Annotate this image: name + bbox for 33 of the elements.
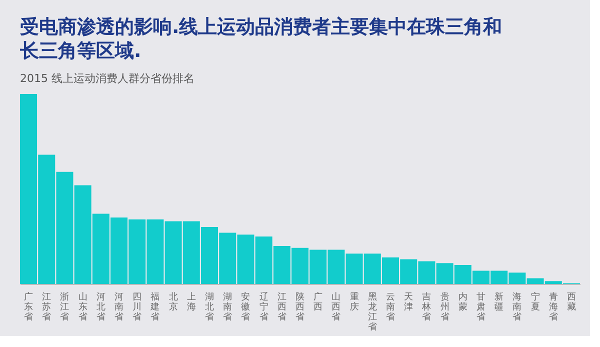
x-tick-label: 四川省 <box>132 292 142 322</box>
x-tick-label: 内蒙 <box>458 292 468 312</box>
chart-title: 受电商渗透的影响.线上运动品消费者主要集中在珠三角和长三角等区域. <box>19 16 502 62</box>
x-tick-label: 河南省 <box>114 292 124 322</box>
x-tick-label: 山西省 <box>332 292 341 322</box>
x-tick-label: 海南省 <box>512 292 522 322</box>
x-tick-label: 江苏省 <box>42 292 52 322</box>
x-tick-label: 陕西省 <box>296 292 304 322</box>
x-tick-label: 浙江省 <box>60 292 70 322</box>
x-tick-label: 湖北省 <box>205 292 214 322</box>
x-tick-label: 吉林省 <box>421 292 432 322</box>
chart-subtitle: 2015 线上运动消费人群分省份排名 <box>20 72 194 85</box>
x-tick-label: 广西 <box>314 292 323 312</box>
x-tick-label: 青海省 <box>548 292 558 322</box>
x-tick-label: 湖南省 <box>223 292 232 322</box>
x-tick-label: 河北省 <box>96 292 106 322</box>
x-tick-label: 广东省 <box>24 292 34 322</box>
x-tick-label: 新疆 <box>494 292 504 312</box>
x-tick-label: 甘肃省 <box>476 292 486 322</box>
x-tick-label: 山东省 <box>78 292 88 322</box>
x-tick-label: 安徽省 <box>241 292 250 322</box>
x-tick-label: 北京 <box>168 292 178 312</box>
x-tick-label: 黑龙江省 <box>368 292 377 332</box>
x-tick-label: 重庆 <box>350 292 359 312</box>
x-tick-label: 江西省 <box>277 292 286 322</box>
x-tick-label: 西藏 <box>566 292 576 312</box>
x-tick-label: 天津 <box>404 292 414 312</box>
x-tick-label: 贵州省 <box>440 292 450 322</box>
x-tick-label: 福建省 <box>150 292 160 322</box>
x-tick-label: 上海 <box>186 292 196 312</box>
x-tick-label: 宁夏 <box>530 292 540 312</box>
x-tick-label: 辽宁省 <box>259 292 268 322</box>
x-tick-label: 云南省 <box>386 292 395 322</box>
